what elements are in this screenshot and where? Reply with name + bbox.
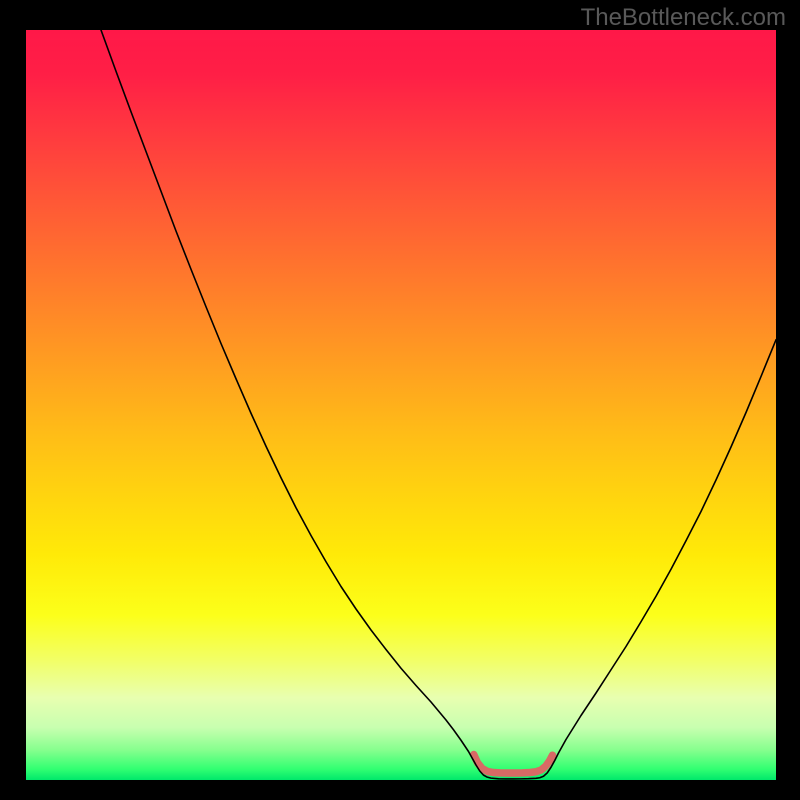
chart-frame: TheBottleneck.com <box>0 0 800 800</box>
bottleneck-chart <box>26 30 776 780</box>
watermark-text: TheBottleneck.com <box>581 4 786 32</box>
chart-svg <box>26 30 776 780</box>
